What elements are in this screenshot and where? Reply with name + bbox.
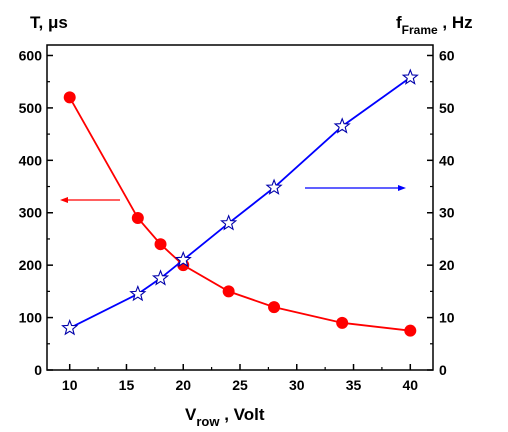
y-right-tick-label: 30 [439,205,455,221]
x-axis-title: Vrow , Volt [185,405,265,429]
y-right-tick-label: 20 [439,257,455,273]
x-tick-label: 15 [119,377,135,393]
data-point [154,238,167,251]
data-point [61,319,79,336]
y-right-tick-label: 10 [439,310,455,326]
y-right-tick-label: 50 [439,100,455,116]
x-axis-title-sub: row [196,414,220,429]
left-arrow-head [60,197,68,203]
data-point [336,316,349,329]
y-left-tick-label: 300 [19,205,43,221]
data-point [131,211,144,224]
y-left-tick-label: 500 [19,100,43,116]
x-tick-label: 10 [62,377,78,393]
x-tick-label: 40 [403,377,419,393]
data-point [268,301,281,314]
data-point [151,269,170,286]
y-right-tick-label: 40 [439,152,455,168]
data-point [265,178,283,195]
data-point [220,214,238,231]
data-point [174,250,192,268]
y-left-tick-label: 0 [34,362,42,378]
series-line [69,76,411,329]
y-right-tick-label: 60 [439,47,455,63]
right-axis-title: fFrame , Hz [396,13,473,37]
y-left-tick-label: 100 [19,310,43,326]
right-axis-title-main: f [396,13,402,32]
x-tick-label: 35 [346,377,362,393]
arrows [60,185,406,203]
ticks: 10 15 20 25 30 35 4001002003004005006000102030… [19,47,455,393]
y-right-tick-label: 0 [439,362,447,378]
data-point [404,324,417,337]
series [61,68,419,337]
left-axis-title: T, μs [30,13,68,32]
y-left-tick-label: 400 [19,152,43,168]
data-point [222,285,235,298]
right-axis-title-unit: , Hz [438,13,473,32]
x-axis-title-unit: , Volt [219,405,264,424]
data-point [333,117,351,134]
x-tick-label: 25 [232,377,248,393]
right-arrow-head [398,185,406,191]
data-point [401,68,419,85]
plot-frame [46,44,434,371]
right-axis-title-sub: Frame [402,23,438,37]
y-left-tick-label: 200 [19,257,43,273]
x-tick-label: 30 [289,377,305,393]
x-axis-title-main: V [185,405,197,424]
x-tick-label: 20 [175,377,191,393]
data-point [63,91,76,104]
data-point [129,284,147,302]
y-left-tick-label: 600 [19,47,43,63]
